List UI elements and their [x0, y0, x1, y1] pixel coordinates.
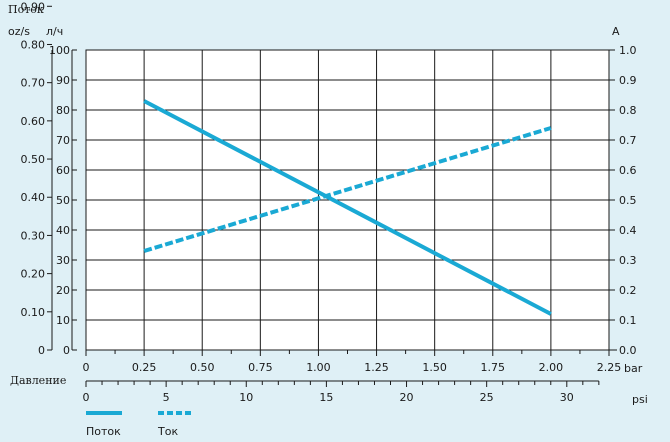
tick-label-amp: 0.5: [619, 194, 637, 207]
tick-label-bar: 1.50: [422, 361, 447, 374]
legend-label-flow: Поток: [86, 425, 121, 438]
tick-label-ozs: 0.30: [21, 229, 46, 242]
tick-label-lh: 30: [56, 254, 70, 267]
tick-label-ozs: 0.10: [21, 306, 46, 319]
tick-label-lh: 40: [56, 224, 70, 237]
tick-label-psi: 20: [400, 391, 414, 404]
tick-label-amp: 1.0: [619, 44, 637, 57]
tick-label-lh: 0: [63, 344, 70, 357]
series-line-current: [143, 126, 552, 253]
tick-label-lh: 80: [56, 104, 70, 117]
series-lines: [143, 99, 552, 316]
grid-lines: [85, 49, 610, 351]
unit-lh-label: л/ч: [46, 25, 63, 38]
tick-label-bar: 0.25: [132, 361, 157, 374]
tick-label-ozs: 0.40: [21, 191, 46, 204]
tick-label-psi: 25: [480, 391, 494, 404]
tick-label-bar: 0.75: [248, 361, 273, 374]
unit-amp-label: A: [612, 25, 620, 38]
tick-label-psi: 15: [319, 391, 333, 404]
tick-label-lh: 10: [56, 314, 70, 327]
tick-label-psi: 5: [163, 391, 170, 404]
tick-label-ozs: 0.90: [21, 0, 46, 13]
unit-bar-label: bar: [624, 362, 643, 375]
tick-label-lh: 70: [56, 134, 70, 147]
pressure-label: Давление: [10, 374, 66, 387]
tick-label-amp: 0.9: [619, 74, 637, 87]
unit-psi-label: psi: [632, 393, 648, 406]
flow-title: Поток: [8, 3, 44, 16]
tick-label-bar: 1.25: [364, 361, 389, 374]
tick-label-lh: 60: [56, 164, 70, 177]
tick-label-ozs: 0: [38, 344, 45, 357]
tick-label-ozs: 0.80: [21, 38, 46, 51]
tick-label-bar: 0: [83, 361, 90, 374]
tick-label-amp: 0.4: [619, 224, 637, 237]
tick-label-bar: 1.00: [306, 361, 331, 374]
axes: 010203040506070809010000.100.200.300.400…: [21, 0, 637, 404]
tick-label-bar: 1.75: [481, 361, 506, 374]
tick-label-amp: 0.6: [619, 164, 637, 177]
tick-label-amp: 0.7: [619, 134, 637, 147]
tick-label-bar: 0.50: [190, 361, 215, 374]
tick-label-ozs: 0.60: [21, 115, 46, 128]
tick-label-psi: 0: [83, 391, 90, 404]
tick-label-amp: 0.1: [619, 314, 637, 327]
tick-label-lh: 90: [56, 74, 70, 87]
legend-label-current: Ток: [157, 425, 178, 438]
tick-label-lh: 50: [56, 194, 70, 207]
tick-label-lh: 20: [56, 284, 70, 297]
unit-ozs-label: oz/s: [8, 25, 30, 38]
tick-label-amp: 0.3: [619, 254, 637, 267]
tick-label-amp: 0.0: [619, 344, 637, 357]
tick-label-amp: 0.2: [619, 284, 637, 297]
tick-label-bar: 2.00: [539, 361, 564, 374]
tick-label-psi: 30: [560, 391, 574, 404]
tick-label-lh: 100: [49, 44, 70, 57]
legend: Поток Ток: [86, 411, 194, 438]
tick-label-psi: 10: [239, 391, 253, 404]
tick-label-ozs: 0.70: [21, 77, 46, 90]
tick-label-bar: 2.25: [597, 361, 622, 374]
tick-label-ozs: 0.50: [21, 153, 46, 166]
series-line-flow: [143, 99, 552, 316]
tick-label-amp: 0.8: [619, 104, 637, 117]
tick-label-ozs: 0.20: [21, 268, 46, 281]
